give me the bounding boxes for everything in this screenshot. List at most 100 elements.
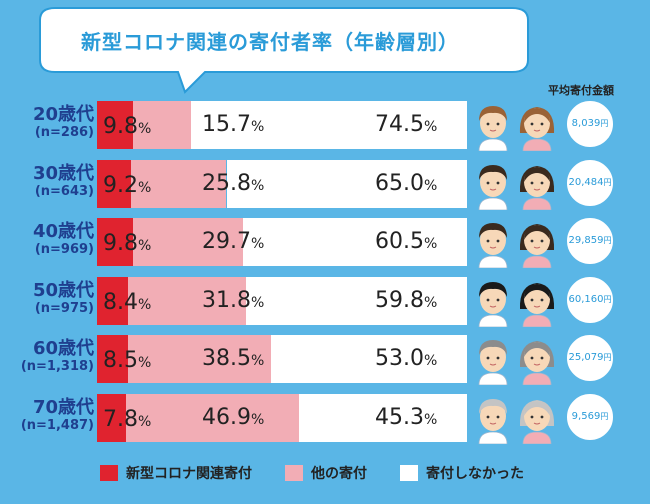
legend-item-other: 他の寄付 bbox=[285, 462, 367, 486]
value-number: 38.5 bbox=[202, 346, 251, 371]
value-label-other: 31.8% bbox=[202, 277, 264, 325]
value-label-other: 15.7% bbox=[202, 101, 264, 149]
bar-segment-covid bbox=[97, 218, 134, 266]
value-number: 8.5 bbox=[103, 348, 138, 373]
row-label: 30歳代 (n=643) bbox=[14, 162, 94, 200]
value-number: 9.2 bbox=[103, 172, 138, 198]
row-label: 50歳代 (n=975) bbox=[14, 279, 94, 317]
value-label-none: 59.8% bbox=[375, 277, 437, 325]
bar-segment-none bbox=[270, 335, 467, 383]
row-label: 20歳代 (n=286) bbox=[14, 105, 94, 141]
average-amount-circle: 20,484円 bbox=[566, 158, 614, 207]
value-number: 9.8 bbox=[103, 231, 138, 256]
bar-segment-other bbox=[128, 335, 271, 383]
bar-segment-other bbox=[128, 276, 246, 325]
value-number: 46.9 bbox=[202, 404, 251, 430]
value-number: 29.7 bbox=[202, 229, 251, 254]
average-amount-value: 9,569 bbox=[571, 410, 601, 422]
female-face-icon bbox=[519, 282, 555, 327]
value-number: 7.8 bbox=[103, 406, 138, 432]
value-label-none: 45.3% bbox=[375, 394, 437, 442]
yen-unit: 円 bbox=[600, 119, 609, 128]
value-label-covid: 9.8% bbox=[103, 103, 151, 151]
male-face-icon bbox=[478, 281, 508, 327]
bar-segment-covid bbox=[97, 159, 132, 208]
chart-title: 新型コロナ関連の寄付者率（年齢層別） bbox=[81, 30, 459, 54]
yen-unit: 円 bbox=[603, 294, 612, 304]
percent-sign: % bbox=[250, 177, 265, 194]
bar-segment-none bbox=[191, 101, 467, 149]
sample-size-label: (n=1,487) bbox=[20, 417, 94, 433]
percent-sign: % bbox=[138, 179, 152, 196]
value-label-covid: 9.8% bbox=[103, 220, 151, 268]
female-face-icon bbox=[519, 399, 555, 444]
average-amount-circle: 8,039円 bbox=[566, 100, 614, 148]
bar-segment-none bbox=[299, 393, 467, 442]
percent-sign: % bbox=[423, 236, 438, 252]
legend-swatch-covid bbox=[100, 465, 118, 481]
average-amount-circle: 29,859円 bbox=[566, 217, 614, 265]
percent-sign: % bbox=[138, 296, 152, 313]
percent-sign: % bbox=[250, 236, 265, 252]
bar-segment-covid bbox=[97, 101, 134, 149]
value-number: 53.0 bbox=[375, 346, 424, 371]
value-label-covid: 8.4% bbox=[103, 279, 151, 327]
female-face-icon bbox=[519, 224, 555, 268]
row-label: 70歳代 (n=1,487) bbox=[14, 396, 94, 434]
value-number: 60.5 bbox=[375, 229, 424, 254]
value-number: 31.8 bbox=[202, 287, 251, 313]
age-group-label: 20歳代 bbox=[32, 104, 94, 125]
legend-label-other: 他の寄付 bbox=[311, 466, 367, 482]
average-amount-header: 平均寄付金額 bbox=[548, 84, 614, 97]
bar-segment-none bbox=[226, 159, 467, 208]
average-amount-value: 25,079 bbox=[568, 352, 604, 363]
percent-sign: % bbox=[423, 411, 438, 428]
value-label-other: 38.5% bbox=[202, 335, 264, 383]
percent-sign: % bbox=[250, 294, 265, 311]
sample-size-label: (n=286) bbox=[34, 125, 94, 140]
sample-size-label: (n=643) bbox=[34, 183, 94, 199]
male-face-icon bbox=[478, 340, 508, 385]
value-label-covid: 9.2% bbox=[103, 162, 151, 210]
bar-segment-covid bbox=[97, 335, 129, 383]
value-label-other: 46.9% bbox=[202, 394, 264, 442]
bar-segment-none bbox=[245, 276, 467, 325]
bar-segment-covid bbox=[97, 393, 126, 442]
percent-sign: % bbox=[138, 413, 152, 430]
age-group-label: 30歳代 bbox=[32, 162, 94, 184]
male-face-icon bbox=[478, 164, 508, 210]
average-amount-circle: 9,569円 bbox=[566, 392, 614, 441]
legend-swatch-other bbox=[285, 465, 303, 481]
percent-sign: % bbox=[423, 353, 438, 369]
age-group-label: 50歳代 bbox=[32, 279, 94, 301]
title-bubble bbox=[39, 7, 529, 94]
bar-segment-other bbox=[133, 218, 244, 266]
value-label-other: 25.8% bbox=[202, 160, 264, 208]
value-label-other: 29.7% bbox=[202, 218, 264, 266]
value-label-none: 53.0% bbox=[375, 335, 437, 383]
percent-sign: % bbox=[250, 411, 265, 428]
percent-sign: % bbox=[423, 294, 438, 311]
legend-item-none: 寄付しなかった bbox=[400, 462, 524, 486]
value-number: 9.8 bbox=[103, 114, 138, 139]
age-group-label: 60歳代 bbox=[32, 338, 94, 359]
average-amount-value: 60,160 bbox=[568, 293, 604, 305]
value-number: 15.7 bbox=[202, 112, 251, 137]
percent-sign: % bbox=[138, 238, 152, 254]
bar-segment-other bbox=[133, 101, 192, 149]
value-number: 8.4 bbox=[103, 289, 138, 315]
value-number: 59.8 bbox=[375, 287, 424, 313]
female-face-icon bbox=[519, 165, 555, 210]
female-face-icon bbox=[519, 107, 555, 151]
age-group-label: 70歳代 bbox=[32, 396, 94, 418]
yen-unit: 円 bbox=[603, 353, 612, 362]
value-label-covid: 7.8% bbox=[103, 396, 151, 444]
value-number: 25.8 bbox=[202, 170, 251, 196]
average-amount-value: 29,859 bbox=[568, 235, 604, 246]
male-face-icon bbox=[478, 398, 508, 444]
value-number: 65.0 bbox=[375, 170, 424, 196]
value-label-none: 65.0% bbox=[375, 160, 437, 208]
value-number: 45.3 bbox=[375, 404, 424, 430]
legend-swatch-none bbox=[400, 465, 418, 481]
row-label: 40歳代 (n=969) bbox=[14, 222, 94, 258]
